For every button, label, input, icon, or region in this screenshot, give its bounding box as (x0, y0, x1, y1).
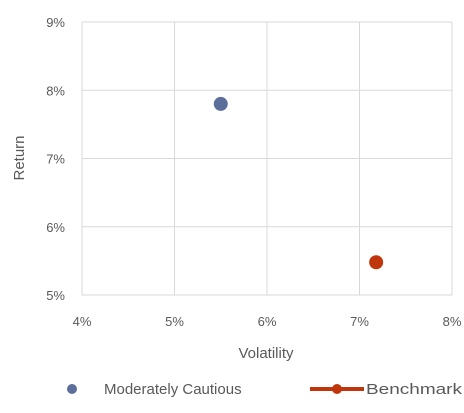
legend: Moderately Cautious Benchmark (67, 381, 463, 398)
y-tick-label: 8% (46, 83, 65, 98)
x-tick-label: 7% (350, 314, 369, 329)
legend-marker-moderately-cautious (67, 384, 77, 394)
y-tick-label: 5% (46, 288, 65, 303)
y-tick-label: 6% (46, 220, 65, 235)
moderately-cautious-point (213, 96, 228, 111)
x-tick-label: 5% (165, 314, 184, 329)
data-points (213, 96, 384, 270)
x-axis-label: Volatility (238, 345, 294, 362)
benchmark-point (369, 255, 384, 270)
grid (81, 21, 453, 296)
x-tick-label: 6% (258, 314, 277, 329)
legend-marker-benchmark (332, 384, 342, 394)
legend-label-benchmark: Benchmark (366, 381, 463, 398)
tick-labels: 4% 5% 6% 7% 8% 5% 6% 7% 8% 9% (46, 15, 462, 329)
x-tick-label: 4% (73, 314, 92, 329)
legend-label-moderately-cautious: Moderately Cautious (104, 381, 242, 398)
y-axis-label: Return (11, 135, 28, 180)
y-tick-label: 9% (46, 15, 65, 30)
y-tick-label: 7% (46, 152, 65, 167)
x-tick-label: 8% (443, 314, 462, 329)
